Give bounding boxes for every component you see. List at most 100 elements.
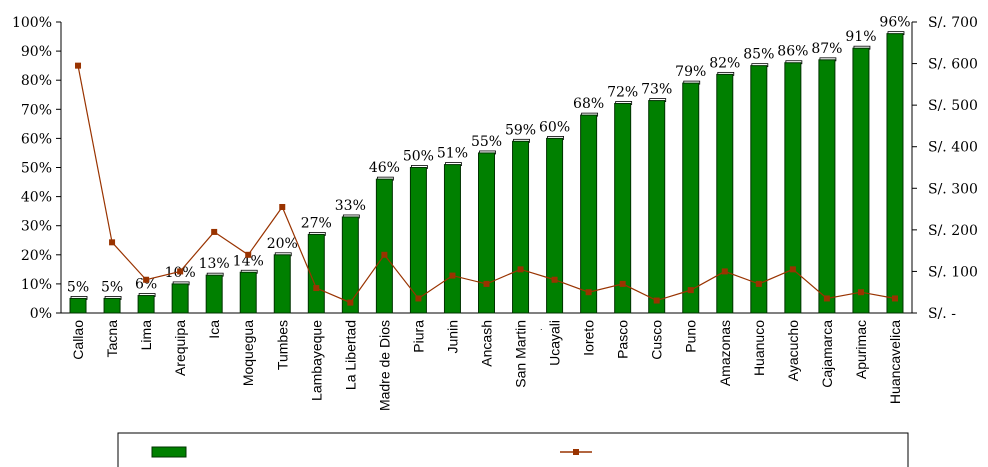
category-label: Arequipa bbox=[172, 320, 188, 376]
line-point bbox=[857, 289, 864, 296]
category-labels: Callao Tacna Lima Arequipa Ica Moquegua Tumbes… bbox=[70, 320, 903, 411]
category-label: Tumbes bbox=[274, 320, 290, 370]
bar bbox=[137, 295, 155, 314]
bar bbox=[341, 216, 359, 314]
line-point bbox=[653, 297, 660, 304]
left-tick-label: 90% bbox=[21, 44, 52, 60]
left-tick-label: 100% bbox=[12, 15, 52, 31]
left-tick-label: 0% bbox=[30, 306, 52, 322]
bar bbox=[273, 254, 291, 314]
bar bbox=[546, 137, 564, 314]
line-point bbox=[585, 289, 592, 296]
category-label: Piura bbox=[410, 320, 426, 353]
bar bbox=[614, 102, 632, 314]
line-point bbox=[347, 299, 354, 306]
category-label: Tacna bbox=[104, 320, 120, 358]
right-tick-label: S/. - bbox=[928, 306, 956, 322]
left-tick-label: 30% bbox=[21, 219, 52, 235]
bar-value-label: 20% bbox=[267, 236, 298, 252]
bar bbox=[716, 73, 734, 314]
bar-value-label: 59% bbox=[505, 122, 536, 138]
bar-series bbox=[69, 31, 905, 314]
line-point bbox=[891, 295, 898, 302]
bar bbox=[478, 152, 495, 314]
category-label: Callao bbox=[70, 320, 86, 360]
bar-value-label: 72% bbox=[607, 84, 638, 100]
bar-value-label: 5% bbox=[101, 279, 123, 295]
bar-value-label: 82% bbox=[709, 55, 740, 71]
bar-value-label: 13% bbox=[199, 256, 230, 272]
category-label: Lambayeque bbox=[308, 320, 324, 401]
bar bbox=[375, 178, 393, 314]
category-label: Amazonas bbox=[717, 320, 733, 386]
category-label: Apurimac bbox=[853, 320, 869, 379]
category-label: Pasco bbox=[615, 320, 631, 359]
category-label: Ayacucho bbox=[785, 320, 801, 381]
bar bbox=[409, 167, 427, 314]
line-point bbox=[789, 266, 796, 273]
left-tick-label: 80% bbox=[21, 73, 52, 89]
right-tick-label: S/. 700 bbox=[928, 15, 978, 31]
left-tick-label: 20% bbox=[21, 248, 52, 264]
bar bbox=[171, 283, 189, 314]
bar-value-label: 86% bbox=[777, 44, 808, 60]
line-point bbox=[721, 268, 728, 275]
category-label: Cajamarca bbox=[819, 320, 835, 388]
bar bbox=[580, 114, 598, 314]
bar-data-labels: 5%5%6%10%13%14%20%27%33%46%50%51%55%59%6… bbox=[67, 15, 911, 296]
right-axis-ticks: S/. - S/. 100 S/. 200 S/. 300 S/. 400 S/. 500… bbox=[912, 15, 978, 322]
bar-value-label: 96% bbox=[879, 15, 910, 31]
bar bbox=[69, 297, 87, 314]
legend-box bbox=[117, 432, 909, 467]
bar bbox=[307, 233, 325, 314]
bar-value-label: 27% bbox=[301, 215, 332, 231]
stray-mark: . bbox=[540, 322, 543, 332]
left-tick-label: 70% bbox=[21, 102, 52, 118]
bar bbox=[239, 271, 257, 314]
category-label: Lima bbox=[138, 320, 154, 351]
category-label: San Martin bbox=[513, 320, 529, 388]
bar-value-label: 91% bbox=[845, 29, 876, 45]
legend-bar-swatch bbox=[151, 446, 187, 458]
category-label: Junin bbox=[444, 320, 460, 353]
line-series bbox=[75, 62, 898, 306]
category-label: Madre de Dios bbox=[376, 320, 392, 411]
line-point bbox=[279, 203, 286, 210]
line-point bbox=[619, 280, 626, 287]
bar-value-label: 85% bbox=[743, 47, 774, 63]
left-tick-label: 50% bbox=[21, 161, 52, 177]
line-point bbox=[483, 280, 490, 287]
category-label: Ioreto bbox=[581, 320, 597, 356]
right-tick-label: S/. 400 bbox=[928, 140, 978, 156]
category-label: Huanuco bbox=[751, 320, 767, 376]
bar bbox=[205, 274, 223, 314]
category-label: Moquegua bbox=[240, 320, 256, 386]
line-point bbox=[177, 268, 184, 275]
right-tick-label: S/. 100 bbox=[928, 264, 978, 280]
bar bbox=[750, 65, 768, 314]
legend-line-marker bbox=[573, 449, 579, 455]
bar bbox=[443, 164, 461, 314]
line-point bbox=[415, 295, 422, 302]
bar bbox=[648, 100, 666, 314]
bar-value-label: 87% bbox=[811, 41, 842, 57]
left-tick-label: 10% bbox=[21, 277, 52, 293]
line-point bbox=[143, 276, 150, 283]
bar-value-label: 14% bbox=[233, 253, 264, 269]
line-point bbox=[517, 266, 524, 273]
category-label: Huancavelica bbox=[887, 320, 903, 404]
bar bbox=[512, 140, 530, 314]
line-point bbox=[109, 239, 116, 246]
line-point bbox=[449, 272, 456, 279]
right-tick-label: S/. 500 bbox=[928, 98, 978, 114]
bar-value-label: 50% bbox=[403, 149, 434, 165]
bar-value-label: 6% bbox=[135, 277, 157, 293]
bar-value-label: 60% bbox=[539, 119, 570, 135]
bar-value-label: 46% bbox=[369, 160, 400, 176]
bar-value-label: 33% bbox=[335, 198, 366, 214]
line-point bbox=[381, 251, 388, 258]
bar-value-label: 68% bbox=[573, 96, 604, 112]
legend bbox=[117, 432, 909, 467]
category-label: Puno bbox=[683, 320, 699, 353]
